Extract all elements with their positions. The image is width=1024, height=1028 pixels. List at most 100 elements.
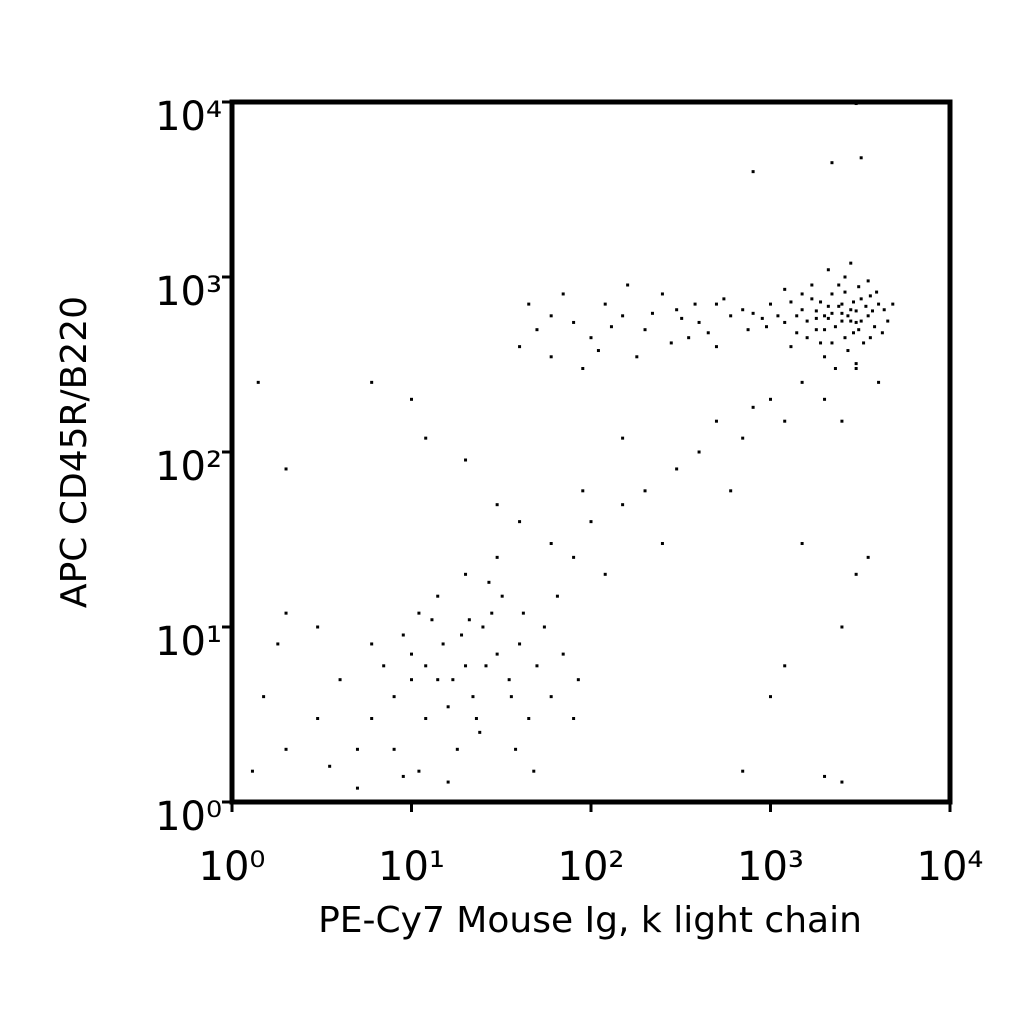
dot [859, 319, 863, 323]
dot [316, 625, 320, 629]
dot [675, 308, 679, 312]
dot [572, 717, 576, 721]
dot [518, 520, 522, 524]
dot [535, 328, 539, 332]
dot [484, 664, 488, 668]
dot [596, 349, 600, 353]
dot [714, 302, 718, 306]
dot [714, 345, 718, 349]
dot [854, 572, 858, 576]
dot [316, 717, 320, 721]
dot [635, 355, 639, 359]
dot [866, 555, 870, 559]
dot [868, 336, 872, 340]
dot [789, 345, 793, 349]
dot [509, 695, 513, 699]
dot [561, 292, 565, 296]
dot [800, 380, 804, 384]
dot [495, 652, 499, 656]
dot [833, 325, 837, 329]
dot [706, 331, 710, 335]
dot [751, 170, 755, 174]
y-axis-label: APC CD45R/B220 [54, 296, 95, 608]
dot [741, 769, 745, 773]
dot [401, 774, 405, 778]
dot [833, 367, 837, 371]
dot [751, 311, 755, 315]
dot [436, 594, 440, 598]
dot [446, 780, 450, 784]
dot [284, 747, 288, 751]
dot [795, 331, 799, 335]
x-axis-label: PE-Cy7 Mouse Ig, k light chain [318, 900, 862, 941]
dot [603, 302, 607, 306]
dot [800, 542, 804, 546]
dot [370, 380, 374, 384]
y-tick-label: 10¹ [155, 619, 222, 665]
points [250, 100, 895, 790]
dot [866, 279, 870, 283]
dot [338, 678, 342, 682]
dot [382, 664, 386, 668]
dot [392, 695, 396, 699]
dot [527, 717, 531, 721]
dot [446, 705, 450, 709]
dot [500, 594, 504, 598]
dot [549, 695, 553, 699]
dot [714, 419, 718, 423]
dot [460, 633, 464, 637]
dot [840, 780, 844, 784]
dot [471, 695, 475, 699]
dot [518, 642, 522, 646]
dot [805, 319, 809, 323]
dot [854, 367, 858, 371]
dot [800, 292, 804, 296]
dot [572, 555, 576, 559]
dot [687, 336, 691, 340]
dot [843, 290, 847, 294]
dot [814, 328, 818, 332]
x-tick-label: 10¹ [378, 844, 445, 890]
dot [697, 320, 701, 324]
dot [819, 300, 823, 304]
dot [581, 489, 585, 493]
dot [495, 503, 499, 507]
dot [840, 419, 844, 423]
dot [256, 380, 260, 384]
dot [455, 747, 459, 751]
dot [370, 642, 374, 646]
dot [882, 308, 886, 312]
dot [837, 304, 841, 308]
dot [776, 314, 780, 318]
dot [875, 290, 879, 294]
dot [464, 458, 468, 462]
dot [810, 297, 814, 301]
dot [467, 618, 471, 622]
dot [535, 664, 539, 668]
dot [542, 625, 546, 629]
dot [417, 769, 421, 773]
dot [521, 611, 525, 615]
dot [769, 695, 772, 699]
dot [729, 489, 733, 493]
dot [830, 311, 834, 315]
dot [823, 774, 827, 778]
dot [846, 349, 850, 353]
dot [284, 611, 288, 615]
x-tick-label: 10⁰ [199, 844, 266, 890]
dot [805, 336, 809, 340]
dot [621, 503, 625, 507]
dot [669, 341, 673, 345]
y-tick-label: 10³ [155, 269, 222, 315]
dot [823, 355, 827, 359]
dot [814, 309, 818, 313]
dot [643, 328, 647, 332]
dot [576, 678, 580, 682]
dot [826, 316, 830, 320]
dot [837, 283, 841, 287]
dot [760, 316, 764, 320]
dot [751, 405, 755, 409]
dot [490, 611, 494, 615]
